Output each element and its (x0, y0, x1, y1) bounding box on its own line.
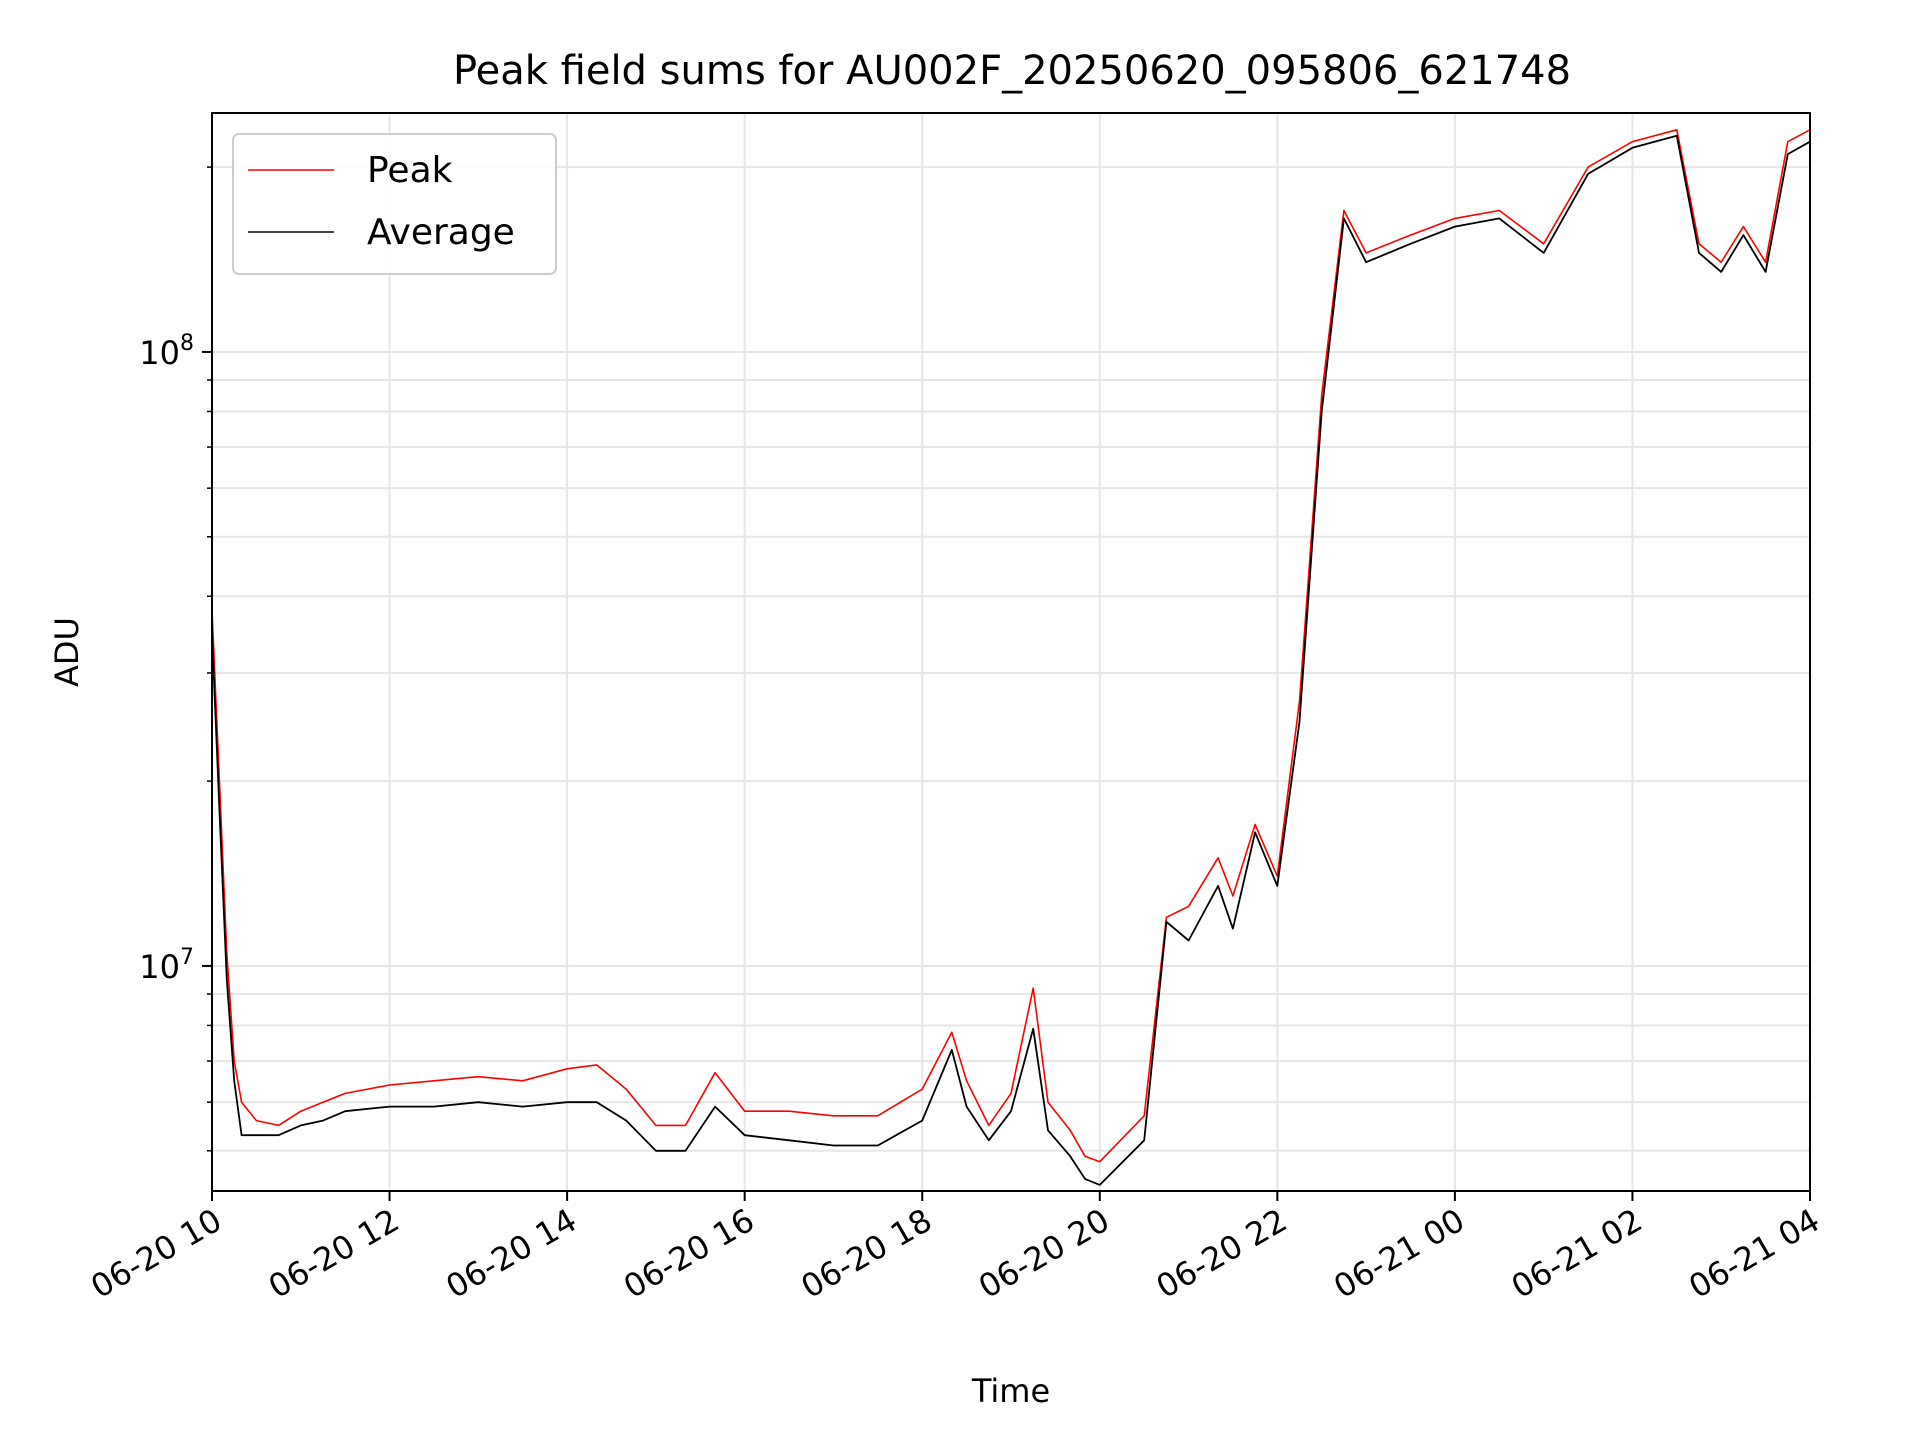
legend-label-average: Average (367, 212, 515, 253)
legend-label-peak: Peak (367, 150, 453, 191)
chart-title: Peak field sums for AU002F_20250620_0958… (453, 48, 1571, 94)
series-lines (211, 129, 1811, 1186)
legend-box (232, 133, 557, 275)
plot-area-frame (211, 112, 1811, 1192)
x-axis-label: Time (971, 1372, 1050, 1410)
y-axis-label: ADU (48, 617, 86, 687)
series-line-peak (211, 129, 1811, 1163)
legend: Peak Average (232, 133, 557, 275)
series-line-average (211, 134, 1811, 1186)
